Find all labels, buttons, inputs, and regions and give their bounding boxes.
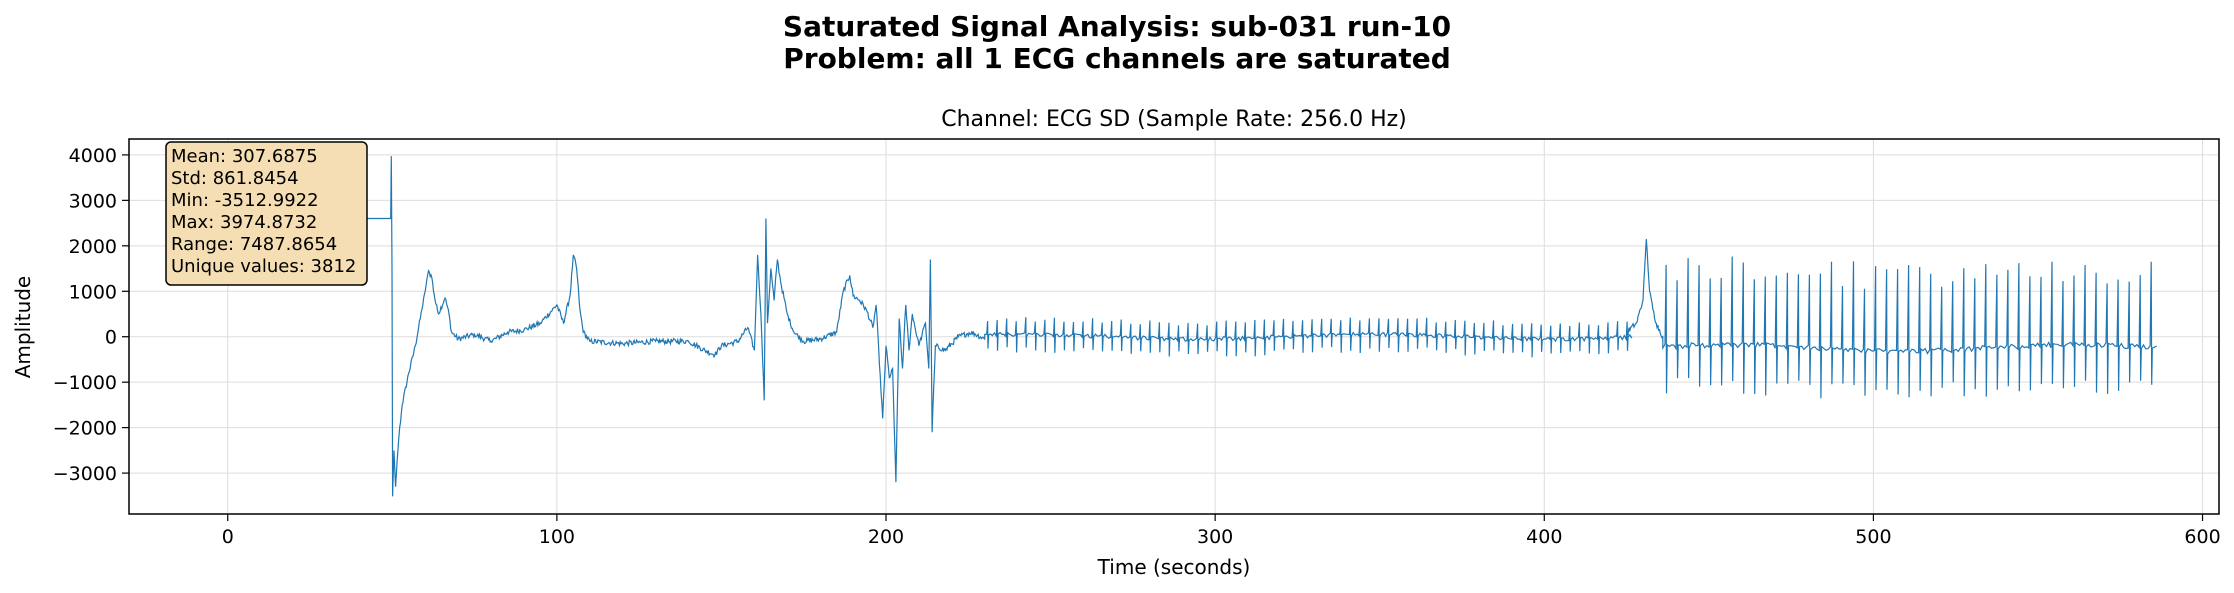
y-tick-label: −3000 (53, 463, 117, 485)
x-tick-label: 300 (1197, 526, 1233, 548)
y-tick-label: 1000 (69, 281, 117, 303)
stats-box-background (165, 141, 368, 286)
stats-mean: Mean: 307.6875 (171, 146, 318, 167)
stats-std: Std: 861.8454 (171, 168, 299, 189)
stats-max: Max: 3974.8732 (171, 212, 317, 233)
x-axis: 0 100 200 300 400 500 600 (222, 514, 2221, 548)
plot-region (171, 156, 2157, 497)
x-tick-label: 200 (868, 526, 904, 548)
subplot-title: Channel: ECG SD (Sample Rate: 256.0 Hz) (941, 107, 1407, 132)
x-tick-label: 0 (222, 526, 234, 548)
y-tick-label: 2000 (69, 236, 117, 258)
stats-box: Mean: 307.6875 Std: 861.8454 Min: -3512.… (165, 141, 368, 286)
stats-range: Range: 7487.8654 (171, 234, 337, 255)
y-tick-label: 0 (105, 327, 117, 349)
x-tick-label: 100 (539, 526, 575, 548)
x-axis-label: Time (seconds) (1097, 555, 1251, 579)
x-tick-label: 400 (1526, 526, 1562, 548)
ecg-signal-line (171, 156, 2157, 497)
figure-title-line-1: Saturated Signal Analysis: sub-031 run-1… (782, 10, 1452, 43)
y-tick-label: 3000 (69, 190, 117, 212)
x-tick-label: 500 (1855, 526, 1891, 548)
plot-frame (128, 138, 2220, 515)
stats-min: Min: -3512.9922 (171, 190, 319, 211)
y-tick-label: 4000 (69, 145, 117, 167)
stats-unique-values: Unique values: 3812 (171, 256, 356, 277)
x-tick-label: 600 (2184, 526, 2220, 548)
figure-title-line-2: Problem: all 1 ECG channels are saturate… (783, 42, 1451, 75)
grid (129, 139, 2219, 514)
y-tick-label: −1000 (53, 372, 117, 394)
y-tick-label: −2000 (53, 418, 117, 440)
y-axis: −3000 −2000 −1000 0 1000 2000 3000 4000 (53, 145, 129, 485)
y-axis-label: Amplitude (11, 276, 35, 379)
